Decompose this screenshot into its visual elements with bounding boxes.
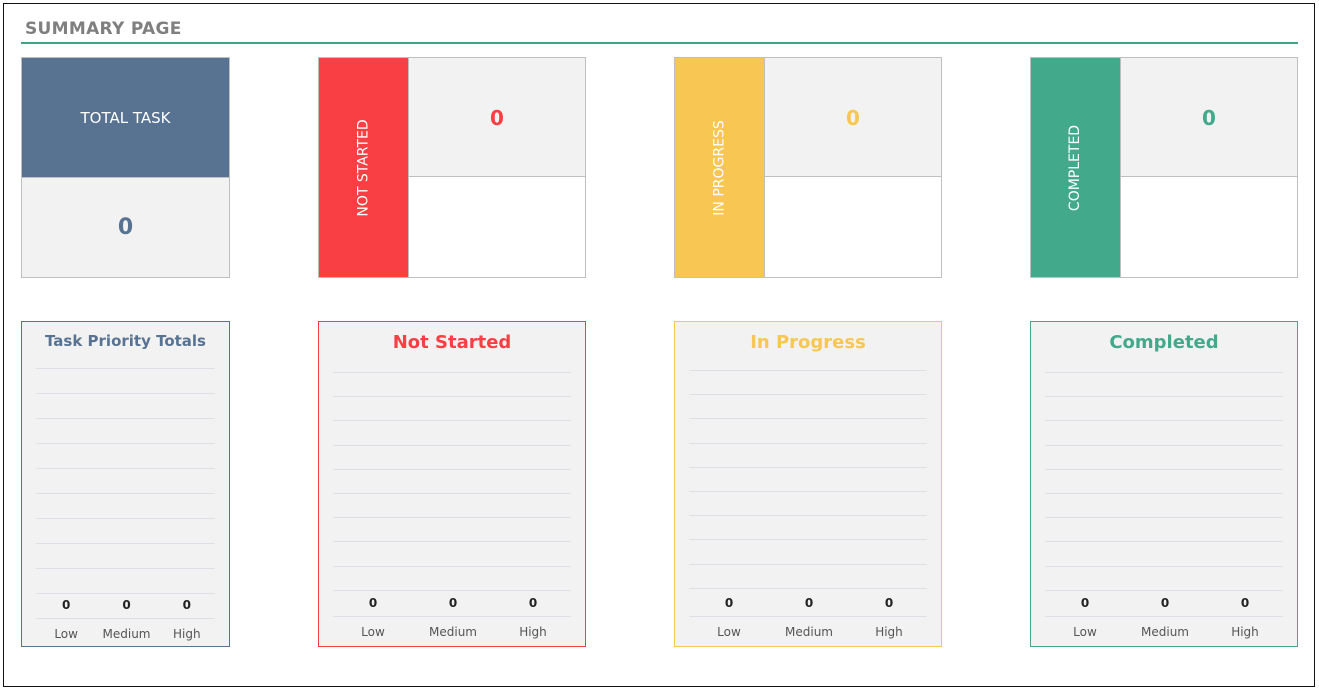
- data-label: 0: [122, 598, 131, 612]
- category-label: Low: [1073, 625, 1097, 639]
- gridline: [689, 587, 927, 589]
- chart-title: Completed: [1109, 332, 1219, 353]
- data-label: 0: [528, 596, 538, 610]
- gridline: [1045, 468, 1283, 470]
- gridline: [689, 491, 927, 492]
- data-label: 0: [1240, 596, 1250, 610]
- not-started-chart: Not Started 0 Low 0 Medium 0 High: [318, 321, 586, 647]
- axis-line: [1045, 616, 1283, 617]
- title-underline: [21, 42, 1298, 44]
- dashboard-frame: [3, 3, 1315, 687]
- gridline: [1045, 372, 1283, 373]
- gridline: [1045, 420, 1283, 422]
- gridline: [333, 396, 571, 398]
- category-label: High: [519, 625, 547, 639]
- category-label: Medium: [1141, 625, 1189, 639]
- data-label: 0: [61, 598, 71, 612]
- chart-title: In Progress: [750, 332, 866, 353]
- gridline: [689, 515, 927, 517]
- axis-line: [689, 616, 927, 617]
- data-label: 0: [1160, 596, 1170, 610]
- gridline: [333, 517, 571, 519]
- not-started-value: 0: [408, 58, 585, 177]
- completed-chart: Completed 0 Low 0 Medium 0 High: [1030, 321, 1298, 647]
- gridline: [1045, 565, 1283, 567]
- gridline: [36, 593, 215, 594]
- gridline: [333, 420, 571, 422]
- gridline: [333, 589, 571, 591]
- gridline: [1045, 444, 1283, 446]
- in-progress-chart: In Progress 0 Low 0 Medium 0 High: [674, 321, 942, 647]
- gridline: [333, 372, 571, 373]
- completed-label: COMPLETED: [1067, 124, 1084, 211]
- gridline: [333, 541, 571, 543]
- chart-title: Task Priority Totals: [44, 332, 206, 350]
- gridline: [689, 370, 927, 371]
- category-label: High: [173, 627, 201, 641]
- data-label: 0: [182, 598, 191, 612]
- gridline: [36, 568, 215, 569]
- gridline: [333, 565, 571, 567]
- gridline: [36, 543, 215, 544]
- gridline: [689, 394, 927, 396]
- gridline: [333, 468, 571, 470]
- category-label: Low: [717, 625, 741, 639]
- category-label: Low: [54, 627, 78, 641]
- total-task-label: TOTAL TASK: [22, 58, 229, 177]
- total-task-value: 0: [22, 177, 229, 277]
- in-progress-label: IN PROGRESS: [711, 119, 728, 216]
- data-label: 0: [1080, 596, 1090, 610]
- gridline: [36, 468, 215, 469]
- total-task-tile: TOTAL TASK 0: [21, 57, 230, 278]
- gridline: [689, 442, 927, 444]
- gridline: [1045, 493, 1283, 494]
- page-title: SUMMARY PAGE: [25, 19, 182, 39]
- gridline: [36, 393, 215, 394]
- gridline: [333, 493, 571, 494]
- gridline: [36, 368, 215, 369]
- data-label: 0: [448, 596, 458, 610]
- axis-line: [36, 618, 215, 619]
- category-label: Medium: [102, 627, 151, 641]
- gridline: [689, 563, 927, 565]
- gridline: [36, 493, 215, 494]
- category-label: Medium: [429, 625, 477, 639]
- gridline: [1045, 396, 1283, 398]
- gridline: [1045, 517, 1283, 519]
- task-priority-totals-chart: Task Priority Totals 0 Low 0 Medium 0 High: [21, 321, 230, 647]
- chart-title: Not Started: [392, 332, 512, 353]
- not-started-label: NOT STARTED: [355, 118, 372, 217]
- category-label: Medium: [785, 625, 833, 639]
- gridline: [333, 444, 571, 446]
- data-label: 0: [724, 596, 734, 610]
- gridline: [689, 539, 927, 541]
- data-label: 0: [884, 596, 894, 610]
- category-label: High: [1231, 625, 1259, 639]
- category-label: Low: [361, 625, 385, 639]
- completed-tile: COMPLETED 0: [1030, 57, 1298, 278]
- gridline: [36, 518, 215, 519]
- gridline: [36, 443, 215, 444]
- in-progress-value: 0: [764, 58, 941, 177]
- gridline: [689, 466, 927, 468]
- gridline: [1045, 589, 1283, 591]
- gridline: [1045, 541, 1283, 543]
- axis-line: [333, 616, 571, 617]
- data-label: 0: [368, 596, 378, 610]
- data-label: 0: [804, 596, 814, 610]
- completed-value: 0: [1120, 58, 1297, 177]
- in-progress-tile: IN PROGRESS 0: [674, 57, 942, 278]
- gridline: [689, 418, 927, 420]
- category-label: High: [875, 625, 903, 639]
- gridline: [36, 418, 215, 419]
- not-started-tile: NOT STARTED 0: [318, 57, 586, 278]
